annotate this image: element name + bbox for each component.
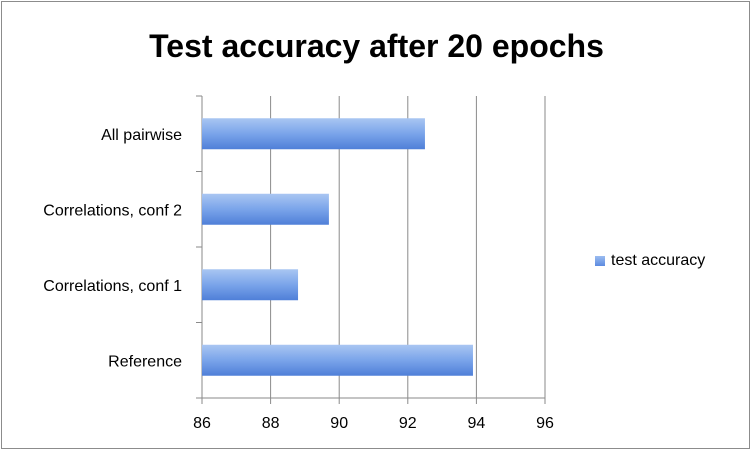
x-tick-label: 90 <box>330 415 348 432</box>
legend-swatch <box>595 256 605 266</box>
category-label: Reference <box>108 353 182 370</box>
legend-label: test accuracy <box>611 252 706 269</box>
chart-title: Test accuracy after 20 epochs <box>149 28 604 64</box>
bar <box>202 118 425 150</box>
x-tick-label: 96 <box>536 415 554 432</box>
category-label: Correlations, conf 1 <box>43 278 182 295</box>
bar <box>202 344 473 376</box>
category-label: All pairwise <box>101 127 182 144</box>
x-tick-label: 94 <box>468 415 486 432</box>
x-tick-label: 88 <box>262 415 280 432</box>
bar <box>202 193 329 225</box>
x-tick-label: 86 <box>193 415 211 432</box>
legend: test accuracy <box>595 252 705 270</box>
x-tick-label: 92 <box>399 415 417 432</box>
category-label: Correlations, conf 2 <box>43 202 182 219</box>
bar <box>202 269 299 301</box>
